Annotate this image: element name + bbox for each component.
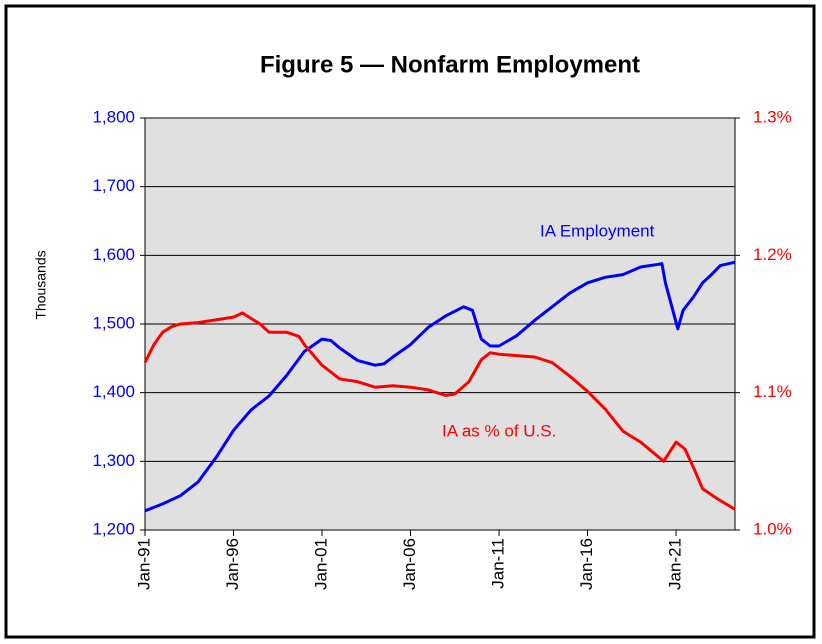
y-tick-label: 1,700 — [92, 176, 135, 195]
series-line — [143, 311, 736, 511]
y-tick-label: 1,800 — [92, 107, 135, 126]
x-tick-label: Jan-21 — [666, 538, 685, 590]
x-tick-label: Jan-96 — [223, 538, 242, 590]
annotation: IA as % of U.S. — [442, 421, 556, 440]
y-tick-label: 1,400 — [92, 382, 135, 401]
y2-tick-label: 1.2% — [753, 245, 792, 264]
y-tick-label: 1,600 — [92, 245, 135, 264]
y-tick-label: 1,300 — [92, 451, 135, 470]
y-axis-label: Thousands — [33, 250, 49, 319]
series-line — [144, 260, 736, 513]
y-tick-label: 1,500 — [92, 313, 135, 332]
plot-border — [144, 117, 736, 531]
y2-tick-label: 1.3% — [753, 107, 792, 126]
x-tick-label: Jan-06 — [400, 538, 419, 590]
chart-title: Figure 5 — Nonfarm Employment — [260, 51, 640, 78]
y-tick-label: 1,200 — [92, 519, 135, 538]
y2-tick-label: 1.1% — [753, 382, 792, 401]
y2-tick-label: 1.0% — [753, 519, 792, 538]
x-tick-label: Jan-01 — [312, 538, 331, 590]
x-tick-label: Jan-91 — [134, 538, 153, 590]
x-tick-label: Jan-11 — [489, 538, 508, 589]
annotation: IA Employment — [540, 221, 655, 240]
x-tick-label: Jan-16 — [577, 538, 596, 590]
